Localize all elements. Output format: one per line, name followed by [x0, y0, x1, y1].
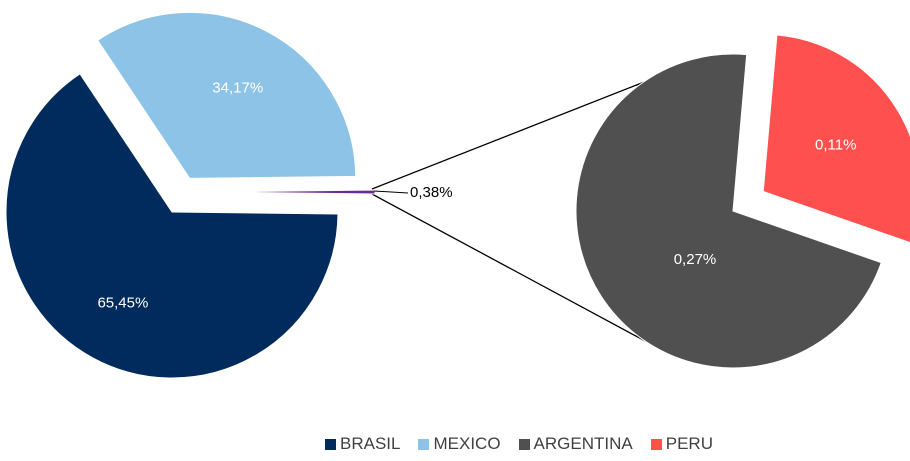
pie-slice-argentina	[575, 53, 882, 369]
legend-item-mexico: MEXICO	[418, 434, 501, 454]
legend-label-brasil: BRASIL	[340, 434, 401, 453]
legend-item-peru: PERU	[650, 434, 713, 454]
data-label-argentina: 0,27%	[674, 251, 717, 268]
legend-item-argentina: ARGENTINA	[518, 434, 633, 454]
pie-slice-peru	[762, 34, 910, 244]
legend-swatch-brasil	[325, 438, 336, 450]
pie-slice-brasil	[5, 73, 339, 379]
legend-swatch-argentina	[518, 438, 530, 450]
pie-slice-mexico	[96, 11, 357, 179]
connector-line-bottom	[371, 193, 661, 350]
legend-swatch-mexico	[418, 438, 430, 450]
connector-line-top	[371, 63, 691, 190]
legend-label-argentina: ARGENTINA	[533, 434, 633, 453]
data-label-brasil: 65,45%	[97, 294, 148, 311]
leader-line-others	[373, 190, 409, 194]
data-label-others: 0,38%	[410, 184, 453, 201]
pie-slice-others	[208, 189, 376, 195]
legend-swatch-peru	[650, 438, 662, 450]
data-label-peru: 0,11%	[815, 137, 856, 154]
legend-item-brasil: BRASIL	[325, 434, 400, 454]
chart-legend: BRASIL MEXICO ARGENTINA PERU	[325, 432, 731, 456]
legend-label-mexico: MEXICO	[433, 434, 501, 453]
legend-label-peru: PERU	[665, 434, 713, 453]
data-label-mexico: 34,17%	[212, 79, 263, 96]
